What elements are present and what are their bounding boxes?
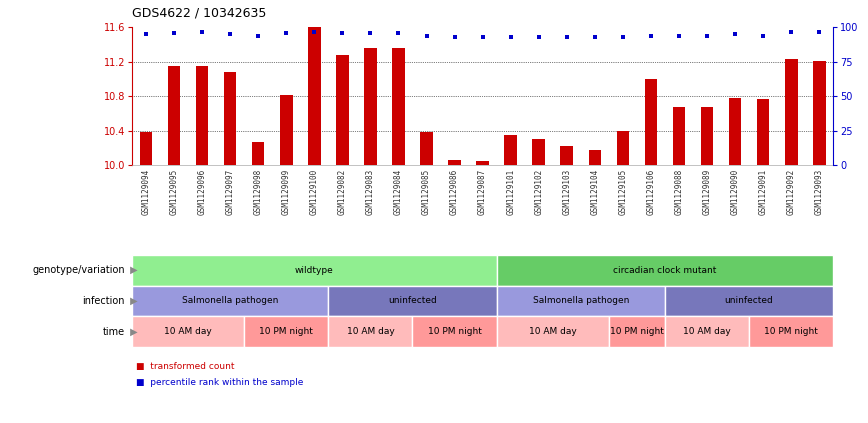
- Point: [139, 31, 153, 38]
- Point: [167, 30, 181, 36]
- Point: [532, 34, 546, 41]
- Point: [728, 31, 742, 38]
- Bar: [224, 72, 236, 165]
- Point: [391, 30, 405, 36]
- Text: GSM1129103: GSM1129103: [562, 168, 571, 214]
- Bar: [448, 160, 461, 165]
- Point: [756, 33, 770, 39]
- Text: GSM1129095: GSM1129095: [169, 168, 179, 214]
- Point: [448, 34, 462, 41]
- Text: ■  transformed count: ■ transformed count: [136, 362, 234, 371]
- Text: GSM1129097: GSM1129097: [226, 168, 234, 214]
- Text: GDS4622 / 10342635: GDS4622 / 10342635: [132, 6, 266, 19]
- Point: [279, 30, 293, 36]
- Point: [503, 34, 517, 41]
- Bar: [645, 79, 657, 165]
- Text: 10 PM night: 10 PM night: [260, 327, 313, 336]
- Text: 10 AM day: 10 AM day: [164, 327, 212, 336]
- Bar: [757, 99, 769, 165]
- Bar: [700, 107, 713, 165]
- Text: 10 PM night: 10 PM night: [428, 327, 482, 336]
- Bar: [729, 98, 741, 165]
- Point: [785, 28, 799, 35]
- Text: GSM1129090: GSM1129090: [731, 168, 740, 214]
- Text: GSM1129099: GSM1129099: [282, 168, 291, 214]
- Bar: [561, 146, 573, 165]
- Bar: [364, 48, 377, 165]
- Text: Salmonella pathogen: Salmonella pathogen: [533, 297, 629, 305]
- Text: GSM1129101: GSM1129101: [506, 168, 516, 214]
- Text: ■  percentile rank within the sample: ■ percentile rank within the sample: [136, 378, 304, 387]
- Text: GSM1129085: GSM1129085: [422, 168, 431, 214]
- Text: GSM1129098: GSM1129098: [253, 168, 263, 214]
- Text: GSM1129088: GSM1129088: [674, 168, 683, 214]
- Bar: [279, 94, 293, 165]
- Text: infection: infection: [82, 296, 125, 306]
- Point: [335, 30, 349, 36]
- Point: [195, 28, 209, 35]
- Text: GSM1129082: GSM1129082: [338, 168, 347, 214]
- Text: GSM1129091: GSM1129091: [759, 168, 767, 214]
- Point: [560, 34, 574, 41]
- Text: GSM1129104: GSM1129104: [590, 168, 599, 214]
- Text: Salmonella pathogen: Salmonella pathogen: [182, 297, 279, 305]
- Bar: [589, 149, 602, 165]
- Point: [644, 33, 658, 39]
- Text: uninfected: uninfected: [388, 297, 437, 305]
- Bar: [308, 0, 320, 165]
- Bar: [504, 135, 517, 165]
- Point: [251, 33, 265, 39]
- Bar: [252, 142, 265, 165]
- Text: GSM1129102: GSM1129102: [534, 168, 543, 214]
- Point: [223, 31, 237, 38]
- Text: GSM1129093: GSM1129093: [815, 168, 824, 214]
- Point: [364, 30, 378, 36]
- Text: GSM1129083: GSM1129083: [366, 168, 375, 214]
- Text: genotype/variation: genotype/variation: [32, 265, 125, 275]
- Point: [616, 34, 630, 41]
- Text: 10 AM day: 10 AM day: [346, 327, 394, 336]
- Point: [672, 33, 686, 39]
- Bar: [196, 66, 208, 165]
- Bar: [420, 132, 433, 165]
- Text: 10 AM day: 10 AM day: [529, 327, 576, 336]
- Text: GSM1129084: GSM1129084: [394, 168, 403, 214]
- Point: [588, 34, 602, 41]
- Text: GSM1129086: GSM1129086: [450, 168, 459, 214]
- Text: ▶: ▶: [127, 327, 137, 337]
- Point: [700, 33, 714, 39]
- Text: 10 PM night: 10 PM night: [764, 327, 819, 336]
- Point: [307, 28, 321, 35]
- Bar: [813, 61, 825, 165]
- Text: GSM1129092: GSM1129092: [786, 168, 796, 214]
- Bar: [392, 48, 404, 165]
- Bar: [616, 131, 629, 165]
- Text: time: time: [103, 327, 125, 337]
- Bar: [140, 132, 152, 165]
- Text: 10 PM night: 10 PM night: [610, 327, 664, 336]
- Text: GSM1129106: GSM1129106: [647, 168, 655, 214]
- Text: GSM1129094: GSM1129094: [141, 168, 150, 214]
- Bar: [673, 107, 686, 165]
- Text: uninfected: uninfected: [725, 297, 773, 305]
- Text: GSM1129105: GSM1129105: [618, 168, 628, 214]
- Point: [419, 33, 433, 39]
- Bar: [168, 66, 181, 165]
- Text: ▶: ▶: [127, 265, 137, 275]
- Text: GSM1129089: GSM1129089: [702, 168, 712, 214]
- Text: wildtype: wildtype: [295, 266, 333, 275]
- Text: circadian clock mutant: circadian clock mutant: [614, 266, 717, 275]
- Bar: [477, 161, 489, 165]
- Text: GSM1129096: GSM1129096: [198, 168, 207, 214]
- Point: [812, 28, 826, 35]
- Point: [476, 34, 490, 41]
- Bar: [785, 59, 798, 165]
- Text: 10 AM day: 10 AM day: [683, 327, 731, 336]
- Text: GSM1129087: GSM1129087: [478, 168, 487, 214]
- Text: GSM1129100: GSM1129100: [310, 168, 319, 214]
- Bar: [532, 139, 545, 165]
- Text: ▶: ▶: [127, 296, 137, 306]
- Bar: [336, 55, 349, 165]
